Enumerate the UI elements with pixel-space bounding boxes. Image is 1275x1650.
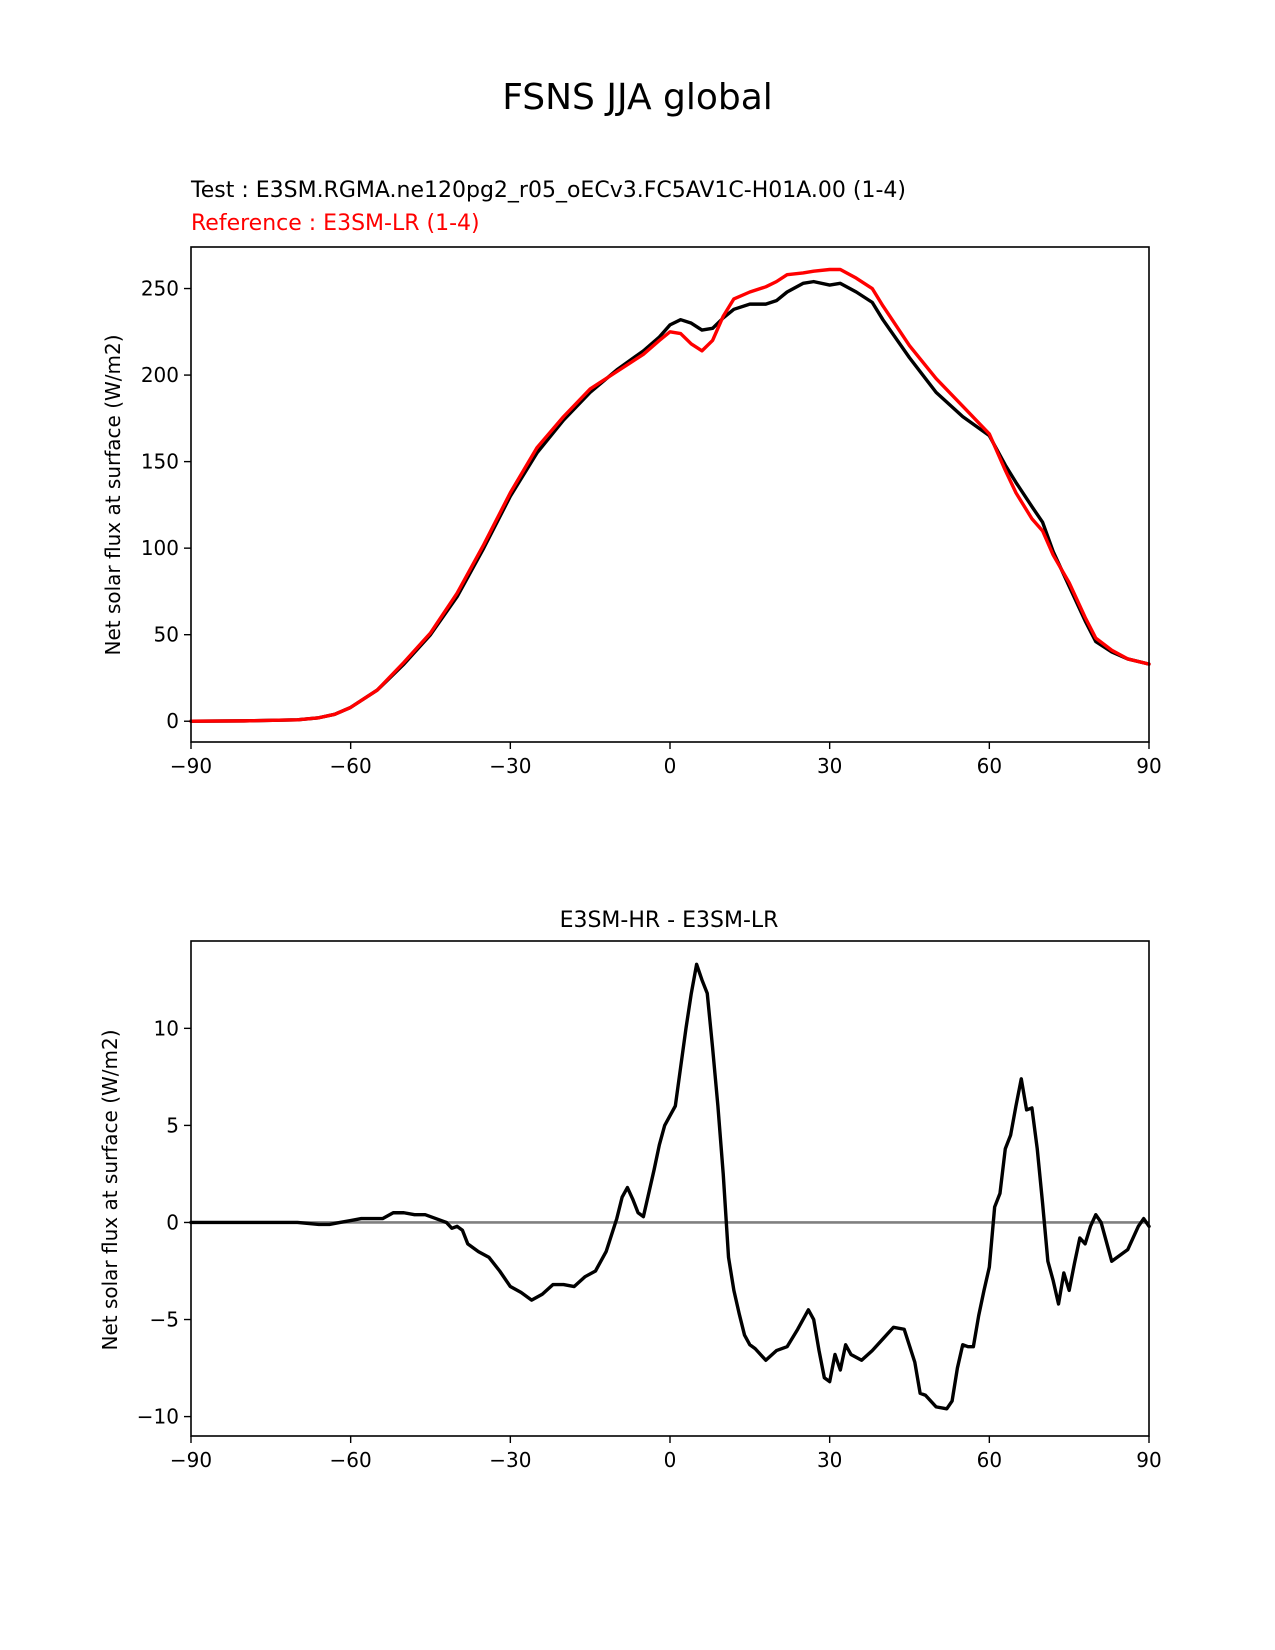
top-xtick-label: 30: [817, 754, 842, 778]
bottom-series-difference-line: [189, 962, 1151, 1411]
bottom-panel: E3SM-HR - E3SM-LR −90 −60 −30 0 30 60 90 −10 −5 0…: [98, 908, 1162, 1472]
bottom-xtick-label: 30: [817, 1448, 842, 1472]
top-ylabel: Net solar flux at surface (W/m2): [101, 334, 125, 655]
bottom-xtick-label: −60: [330, 1448, 372, 1472]
top-series-test-line: [189, 279, 1151, 723]
figure-suptitle: FSNS JJA global: [502, 77, 773, 118]
difference-title: E3SM-HR - E3SM-LR: [560, 908, 779, 933]
bottom-xtick-label: −30: [489, 1448, 531, 1472]
top-series-reference-line: [189, 267, 1151, 723]
bottom-xtick-label: −90: [170, 1448, 212, 1472]
top-xtick-label: −30: [489, 754, 531, 778]
top-axes-frame: [190, 246, 1150, 743]
top-ytick-label: 0: [166, 709, 179, 733]
bottom-ytick-label: −5: [150, 1308, 179, 1332]
top-plot-area: −90 −60 −30 0 30 60 90 0 50 100 150 200 250: [141, 246, 1162, 778]
top-ytick-label: 200: [141, 363, 179, 387]
top-xtick-label: 90: [1136, 754, 1161, 778]
bottom-plot-area: −90 −60 −30 0 30 60 90 −10 −5 0 5 10: [137, 940, 1162, 1472]
top-ytick-label: 50: [154, 623, 179, 647]
bottom-xtick-label: 0: [664, 1448, 677, 1472]
bottom-xtick-label: 60: [977, 1448, 1002, 1472]
bottom-ytick-label: 5: [166, 1113, 179, 1137]
top-xtick-label: 0: [664, 754, 677, 778]
bottom-ytick-label: 0: [166, 1210, 179, 1234]
bottom-axes-frame: [190, 940, 1150, 1437]
bottom-ytick-label: 10: [154, 1016, 179, 1040]
reference-title: Reference : E3SM-LR (1-4): [191, 211, 480, 236]
bottom-ylabel: Net solar flux at surface (W/m2): [98, 1029, 122, 1350]
top-panel: Test : E3SM.RGMA.ne120pg2_r05_oECv3.FC5A…: [101, 178, 1162, 778]
bottom-xtick-label: 90: [1136, 1448, 1161, 1472]
top-xtick-label: −90: [170, 754, 212, 778]
test-title: Test : E3SM.RGMA.ne120pg2_r05_oECv3.FC5A…: [190, 178, 906, 203]
top-ytick-label: 150: [141, 450, 179, 474]
top-xtick-label: −60: [330, 754, 372, 778]
top-xtick-label: 60: [977, 754, 1002, 778]
top-ytick-label: 100: [141, 536, 179, 560]
bottom-ytick-label: −10: [137, 1405, 179, 1429]
top-ytick-label: 250: [141, 277, 179, 301]
